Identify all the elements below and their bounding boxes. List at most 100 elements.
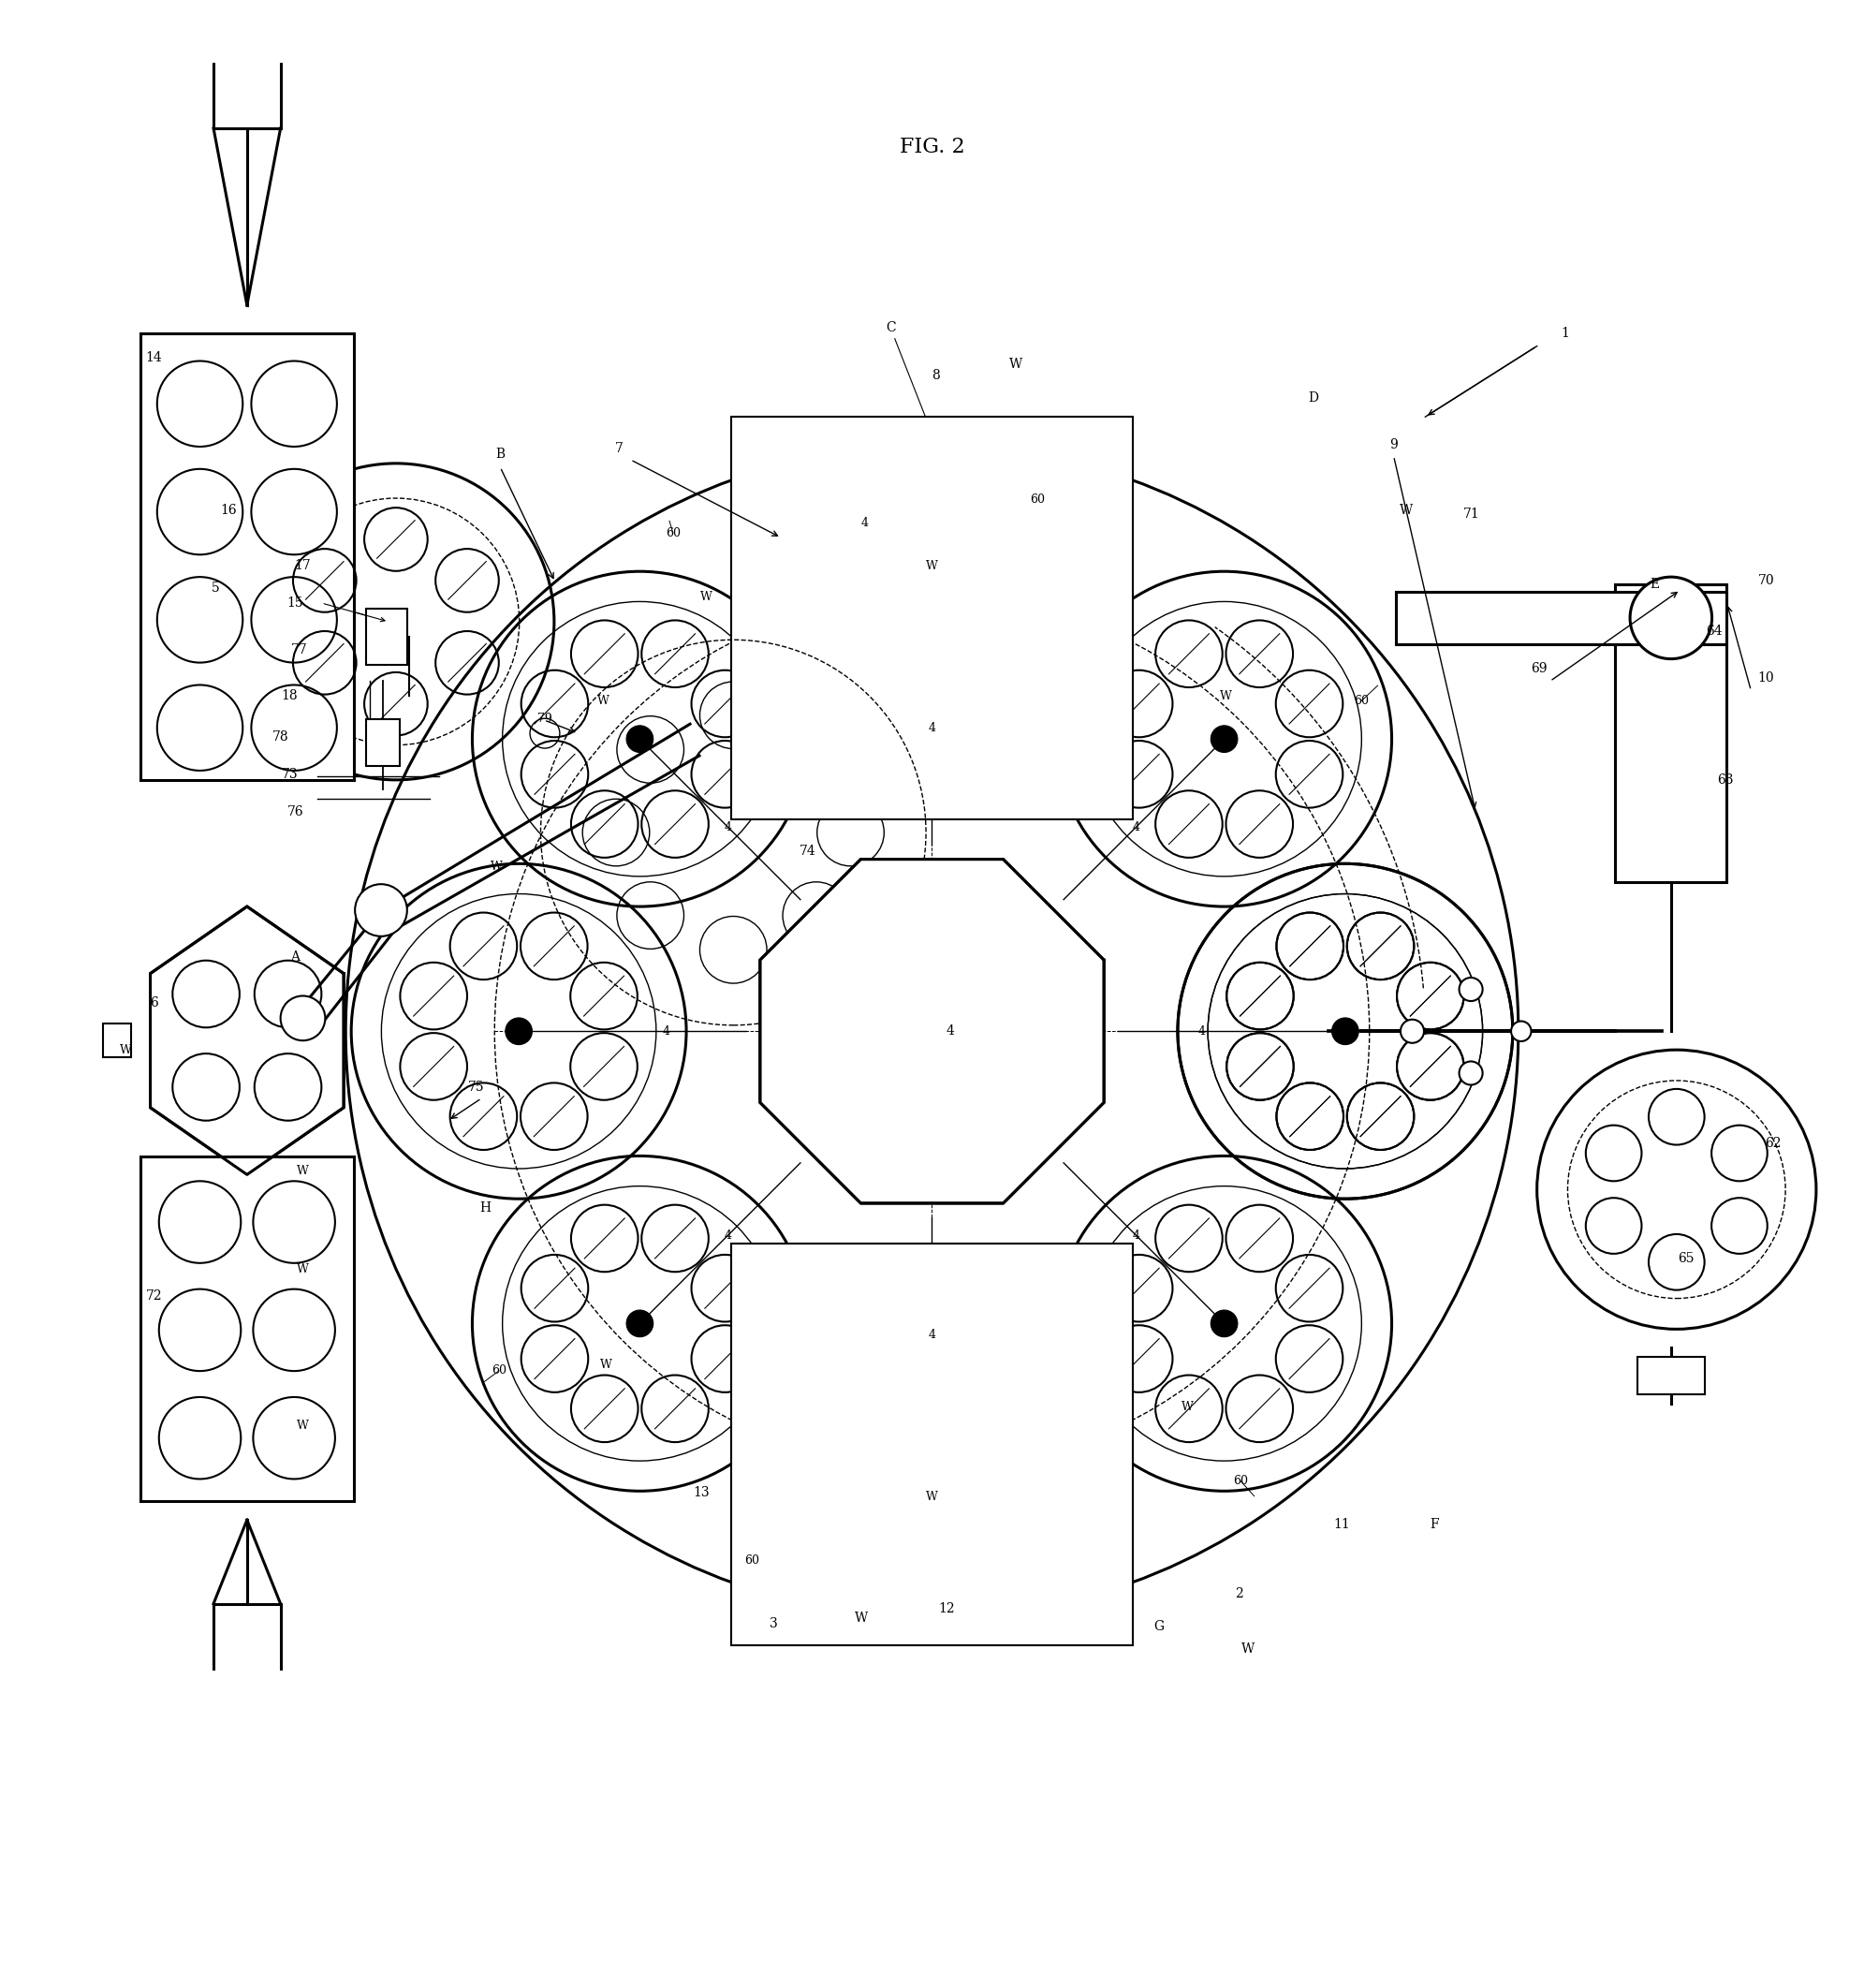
Text: 1: 1: [1560, 326, 1569, 340]
Circle shape: [354, 885, 406, 936]
Text: 70: 70: [1758, 575, 1775, 586]
Text: 10: 10: [1758, 670, 1775, 684]
Text: FIG. 2: FIG. 2: [900, 137, 964, 157]
Text: 11: 11: [1333, 1519, 1350, 1531]
Text: 3: 3: [770, 1616, 777, 1630]
Circle shape: [1512, 1022, 1530, 1042]
Circle shape: [1400, 1020, 1424, 1044]
Text: 60: 60: [1232, 1475, 1247, 1487]
Text: W: W: [926, 561, 938, 573]
Bar: [1614, 584, 1726, 883]
Text: C: C: [885, 320, 897, 334]
Text: 4: 4: [947, 1024, 954, 1038]
Text: 5: 5: [211, 582, 220, 594]
Text: W: W: [1008, 358, 1023, 372]
Text: 62: 62: [1765, 1137, 1782, 1149]
Text: F: F: [1430, 1519, 1439, 1531]
Circle shape: [919, 1431, 945, 1457]
Text: D: D: [1309, 392, 1318, 406]
Text: 4: 4: [725, 1229, 733, 1241]
Bar: [140, 334, 354, 779]
Text: 12: 12: [939, 1602, 954, 1614]
Text: 7: 7: [615, 441, 623, 455]
Text: 60: 60: [746, 1555, 761, 1567]
Text: 4: 4: [1131, 1229, 1139, 1241]
Text: 60: 60: [1353, 696, 1368, 708]
Text: 75: 75: [468, 1081, 485, 1093]
Text: 71: 71: [1463, 507, 1480, 521]
Circle shape: [626, 726, 652, 751]
Text: 15: 15: [287, 596, 304, 610]
Text: W: W: [1241, 1642, 1254, 1656]
Text: 74: 74: [800, 845, 816, 857]
Circle shape: [1629, 577, 1711, 658]
Circle shape: [1333, 1018, 1359, 1044]
Text: 13: 13: [693, 1487, 710, 1499]
Text: 16: 16: [220, 503, 237, 517]
Text: 64: 64: [1706, 624, 1722, 638]
Text: W: W: [296, 1165, 309, 1177]
Text: 4: 4: [662, 1026, 669, 1038]
Text: 2: 2: [1236, 1586, 1243, 1600]
Polygon shape: [761, 859, 1103, 1203]
Text: 77: 77: [291, 642, 308, 656]
Text: 60: 60: [492, 1364, 507, 1378]
Text: E: E: [1650, 579, 1659, 590]
Text: 18: 18: [281, 690, 298, 702]
Text: G: G: [1154, 1620, 1165, 1634]
Text: W: W: [296, 1264, 309, 1276]
Text: 14: 14: [145, 350, 162, 364]
Text: 69: 69: [1530, 662, 1547, 674]
Text: 4: 4: [928, 722, 936, 734]
Circle shape: [505, 1018, 531, 1044]
Bar: [365, 720, 399, 765]
Text: W: W: [119, 1044, 132, 1056]
Text: 9: 9: [1389, 437, 1398, 451]
Circle shape: [1460, 978, 1482, 1002]
Circle shape: [280, 996, 324, 1040]
Bar: [365, 608, 406, 664]
Text: W: W: [1400, 503, 1413, 517]
Text: 79: 79: [537, 712, 552, 724]
Text: 60: 60: [665, 527, 680, 539]
Bar: [140, 1157, 354, 1501]
Circle shape: [1212, 726, 1238, 751]
Text: 4: 4: [1199, 1026, 1206, 1038]
Text: W: W: [600, 1358, 611, 1370]
Polygon shape: [151, 907, 343, 1175]
Text: B: B: [496, 447, 505, 461]
Circle shape: [919, 1431, 945, 1457]
Text: 72: 72: [145, 1288, 162, 1302]
Bar: [731, 417, 1133, 819]
Text: W: W: [854, 1610, 869, 1624]
Text: W: W: [296, 1419, 309, 1431]
Text: 63: 63: [1717, 773, 1734, 787]
Text: A: A: [291, 950, 300, 964]
Text: 4: 4: [861, 517, 869, 529]
Text: 4: 4: [928, 1328, 936, 1340]
Text: H: H: [479, 1201, 490, 1215]
Text: W: W: [490, 861, 503, 873]
Bar: [1396, 592, 1726, 644]
Text: W: W: [1219, 690, 1232, 702]
Text: 78: 78: [272, 730, 289, 744]
Circle shape: [1212, 1310, 1238, 1336]
Text: W: W: [701, 590, 712, 604]
Text: 6: 6: [149, 996, 158, 1010]
Text: 4: 4: [1131, 821, 1139, 833]
Text: W: W: [926, 1491, 938, 1503]
Text: 65: 65: [1678, 1252, 1694, 1264]
Circle shape: [1460, 1062, 1482, 1085]
Text: 73: 73: [281, 767, 298, 781]
Bar: [731, 1242, 1133, 1646]
Bar: [1637, 1358, 1704, 1394]
Text: W: W: [1182, 1402, 1193, 1413]
Text: W: W: [598, 696, 610, 708]
Text: 60: 60: [1031, 493, 1046, 505]
Circle shape: [919, 604, 945, 632]
Text: 8: 8: [932, 370, 939, 382]
Circle shape: [626, 1310, 652, 1336]
Text: 4: 4: [725, 821, 733, 833]
Bar: [103, 1024, 130, 1058]
Text: 17: 17: [295, 559, 311, 573]
